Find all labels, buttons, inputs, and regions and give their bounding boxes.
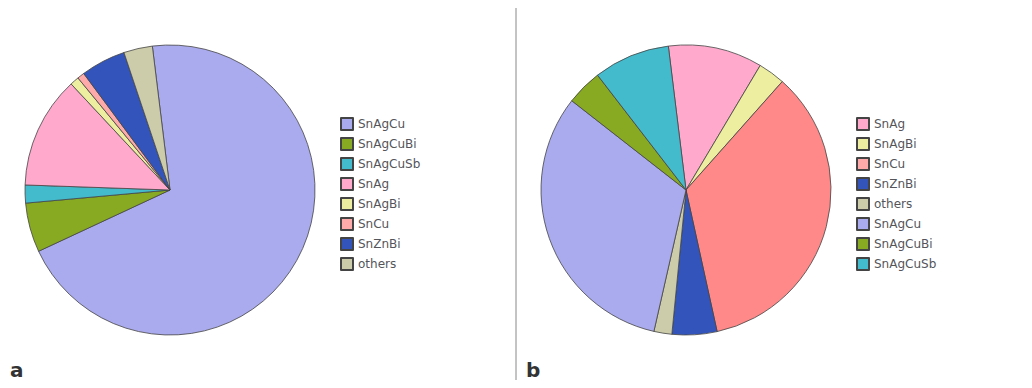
svg-text:SnZnBi: SnZnBi (358, 237, 401, 251)
svg-text:SnAgCuBi: SnAgCuBi (358, 137, 417, 151)
svg-text:SnZnBi: SnZnBi (874, 177, 917, 191)
svg-text:SnCu: SnCu (358, 217, 389, 231)
svg-text:a: a (10, 358, 24, 382)
svg-text:SnAgBi: SnAgBi (874, 137, 917, 151)
svg-text:SnAg: SnAg (874, 117, 905, 131)
svg-text:SnAgBi: SnAgBi (358, 197, 401, 211)
svg-text:b: b (526, 358, 540, 382)
svg-text:SnAgCu: SnAgCu (874, 217, 921, 231)
svg-text:SnAg: SnAg (358, 177, 389, 191)
svg-text:SnAgCuBi: SnAgCuBi (874, 237, 933, 251)
svg-text:SnAgCuSb: SnAgCuSb (874, 257, 936, 271)
svg-text:SnAgCuSb: SnAgCuSb (358, 157, 420, 171)
svg-text:others: others (358, 257, 396, 271)
svg-text:SnCu: SnCu (874, 157, 905, 171)
svg-text:others: others (874, 197, 912, 211)
svg-text:SnAgCu: SnAgCu (358, 117, 405, 131)
